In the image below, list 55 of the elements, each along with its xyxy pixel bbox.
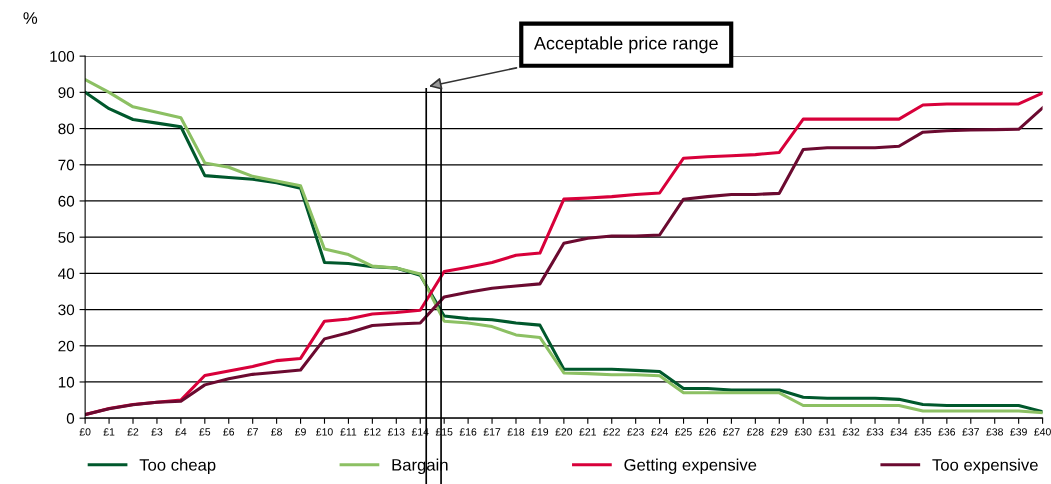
x-tick-label: £38 <box>986 428 1003 436</box>
x-tick-label: £16 <box>459 428 477 436</box>
x-tick-label: £5 <box>199 428 211 436</box>
x-tick-label: £33 <box>866 428 884 436</box>
y-tick-label: 50 <box>58 232 75 243</box>
x-tick-label: £31 <box>818 428 836 436</box>
y-axis-title: % <box>23 12 38 24</box>
x-tick-label: £0 <box>79 428 91 436</box>
x-tick-label: £36 <box>938 428 956 436</box>
x-tick-label: £2 <box>127 428 139 436</box>
y-tick-label: 30 <box>58 304 75 316</box>
x-tick-label: £13 <box>387 428 405 436</box>
y-tick-label: 10 <box>58 376 75 388</box>
x-tick-label: £30 <box>794 428 812 436</box>
x-tick-label: £37 <box>962 428 979 436</box>
y-tick-label: 80 <box>58 123 75 135</box>
x-tick-label: £8 <box>271 428 282 436</box>
x-tick-label: £25 <box>675 428 692 436</box>
x-tick-label: £10 <box>316 428 333 436</box>
x-tick-label: £22 <box>603 428 620 436</box>
x-tick-label: £26 <box>699 428 716 436</box>
y-tick-label: 90 <box>58 87 75 99</box>
x-tick-label: £12 <box>363 428 381 436</box>
x-tick-label: £39 <box>1010 428 1027 436</box>
x-tick-label: £7 <box>247 428 258 436</box>
x-tick-label: £4 <box>175 428 187 436</box>
y-tick-label: 40 <box>58 268 75 280</box>
x-tick-label: £9 <box>295 428 306 436</box>
x-tick-label: £11 <box>340 428 357 436</box>
x-tick-label: £34 <box>890 428 908 436</box>
y-tick-label: 0 <box>66 413 75 424</box>
x-tick-label: £29 <box>770 428 788 436</box>
x-tick-label: £24 <box>651 428 668 436</box>
legend-label: Getting expensive <box>624 458 757 475</box>
x-tick-label: £3 <box>151 428 163 436</box>
x-tick-label: £20 <box>555 428 573 436</box>
x-tick-label: £18 <box>507 428 525 436</box>
y-tick-label: 60 <box>58 195 75 207</box>
x-tick-label: £27 <box>723 428 740 436</box>
legend-label: Too expensive <box>932 458 1038 475</box>
text: Acceptable price range <box>533 36 718 54</box>
x-tick-label: £19 <box>531 428 549 436</box>
x-tick-label: £32 <box>842 428 860 436</box>
x-tick-label: £23 <box>627 428 644 436</box>
x-tick-label: £1 <box>103 428 115 436</box>
y-tick-label: 20 <box>58 340 75 352</box>
x-tick-label: £21 <box>579 428 596 436</box>
x-tick-label: £6 <box>223 428 235 436</box>
y-tick-label: 70 <box>58 159 75 171</box>
x-tick-label: £35 <box>914 428 932 436</box>
x-tick-label: £28 <box>746 428 764 436</box>
x-tick-label: £17 <box>483 428 501 436</box>
legend-label: Too cheap <box>139 458 216 475</box>
y-tick-label: 100 <box>50 51 75 62</box>
x-tick-label: £40 <box>1034 428 1051 436</box>
